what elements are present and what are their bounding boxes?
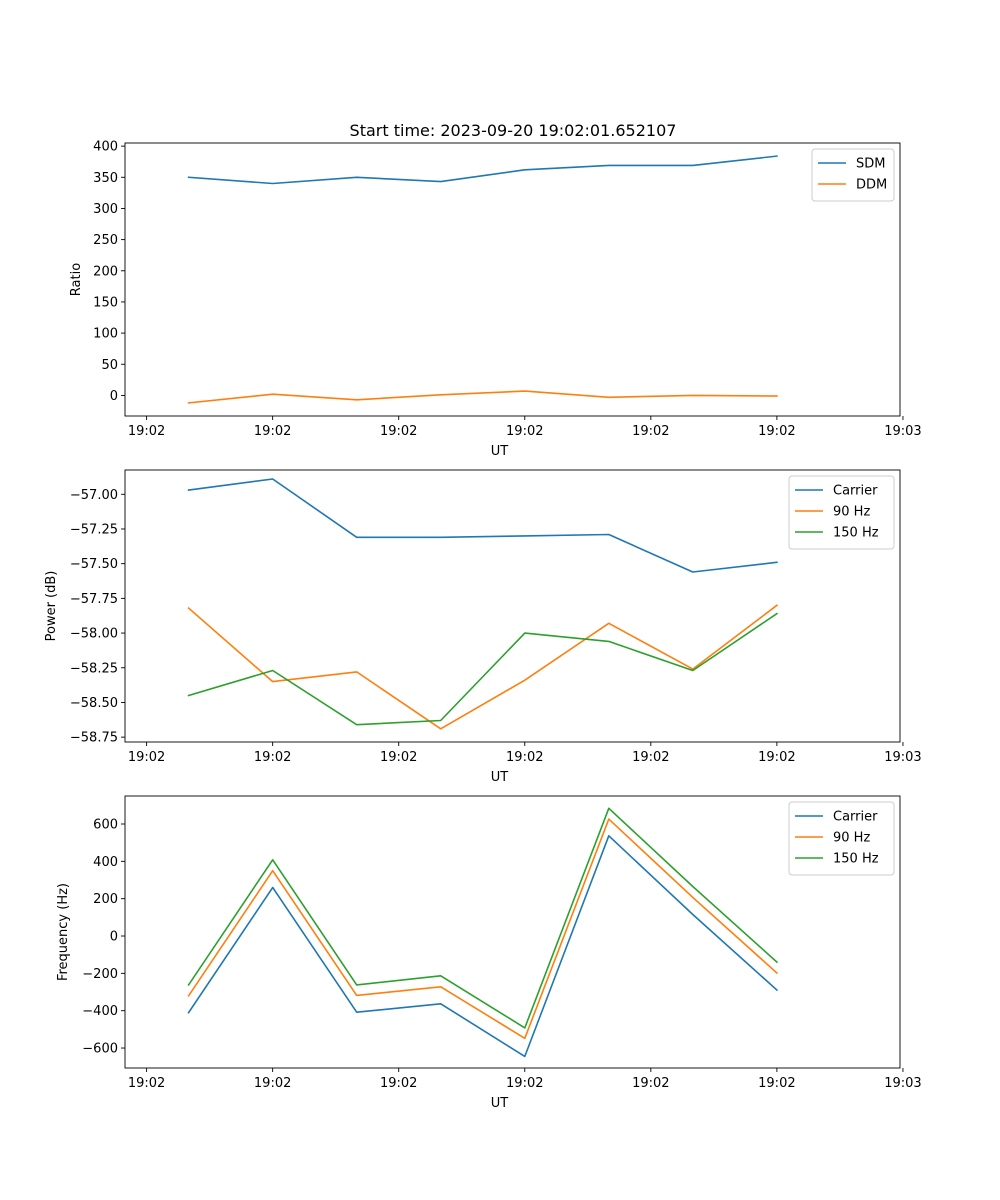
x-tick-label: 19:02 [632,750,669,765]
x-tick-label: 19:02 [632,1076,669,1091]
legend-label: 150 Hz [833,526,879,541]
y-tick-label: 50 [101,358,118,373]
y-tick-label: −58.00 [70,627,118,642]
legend-box [788,801,895,876]
y-tick-label: 200 [93,264,118,279]
x-tick-label: 19:02 [506,750,543,765]
x-tick-label: 19:02 [632,424,669,439]
y-tick-label: −200 [82,967,118,982]
y-tick-label: 200 [93,892,118,907]
legend-box [811,148,895,202]
y-tick-label: −600 [82,1042,118,1057]
x-axis-label: UT [491,444,509,459]
axes-frame [124,142,901,417]
x-tick-label: 19:03 [884,750,921,765]
series-lines [187,155,778,404]
y-tick-label: −58.50 [70,696,118,711]
y-tick-label: 0 [110,389,118,404]
y-axis-label: Ratio [69,263,84,296]
legend-label: SDM [856,157,885,172]
y-tick-label: 400 [93,855,118,870]
legend-label: Carrier [833,810,878,825]
plots: 19:02 19:02 19:02 19:02 19:02 19:02 19:03 0 50 10… [44,140,922,1111]
subplot-3: 19:02 19:02 19:02 19:02 19:02 19:02 19:03 600 40… [56,795,922,1111]
legend: Carrier 90 Hz 150 Hz [788,475,895,550]
series-line-90-hz [187,818,779,1040]
x-tick-label: 19:02 [506,424,543,439]
x-tick-label: 19:03 [884,424,921,439]
x-tick-label: 19:02 [758,750,795,765]
series-line-carrier [187,834,779,1058]
series-line-150-hz [187,612,779,726]
series-line-ddm [187,390,778,404]
y-tick-label: 300 [93,202,118,217]
x-tick-label: 19:02 [506,1076,543,1091]
series-line-carrier [187,478,778,573]
x-axis-label: UT [491,1096,509,1111]
x-tick-label: 19:02 [128,1076,165,1091]
legend-box [788,475,895,550]
series-lines [187,478,779,730]
x-tick-label: 19:02 [758,1076,795,1091]
axes-frame [124,795,901,1069]
y-tick-label: −57.75 [70,592,118,607]
x-tick-label: 19:02 [128,424,165,439]
x-axis-label: UT [491,770,509,785]
y-tick-label: 250 [93,233,118,248]
figure-title: Start time: 2023-09-20 19:02:01.652107 [350,121,677,140]
legend: Carrier 90 Hz 150 Hz [788,801,895,876]
y-tick-label: 600 [93,818,118,833]
axes-frame [124,469,901,743]
y-tick-label: −58.75 [70,731,118,746]
y-axis-label: Frequency (Hz) [56,883,71,981]
y-tick-label: −57.50 [70,557,118,572]
x-tick-label: 19:02 [380,750,417,765]
y-tick-label: 0 [110,930,118,945]
y-tick-label: 400 [93,140,118,155]
y-tick-label: 350 [93,171,118,186]
x-tick-label: 19:02 [254,424,291,439]
y-tick-label: 150 [93,295,118,310]
y-tick-label: −57.00 [70,488,118,503]
x-tick-label: 19:02 [254,750,291,765]
series-line-sdm [187,155,778,185]
legend-label: 90 Hz [833,505,870,520]
subplot-1: 19:02 19:02 19:02 19:02 19:02 19:02 19:03 0 50 10… [69,140,922,459]
y-tick-label: −400 [82,1004,118,1019]
legend-label: 150 Hz [833,852,879,867]
x-tick-label: 19:03 [884,1076,921,1091]
legend-label: DDM [856,178,887,193]
x-tick-label: 19:02 [128,750,165,765]
x-tick-label: 19:02 [380,424,417,439]
legend-label: Carrier [833,484,878,499]
x-tick-label: 19:02 [758,424,795,439]
legend-label: 90 Hz [833,831,870,846]
y-tick-label: 100 [93,327,118,342]
series-lines [187,807,779,1058]
legend: SDM DDM [811,148,895,202]
series-line-150-hz [187,807,779,1029]
series-line-90-hz [187,604,779,730]
x-tick-label: 19:02 [380,1076,417,1091]
x-tick-label: 19:02 [254,1076,291,1091]
subplot-2: 19:02 19:02 19:02 19:02 19:02 19:02 19:03 −57.0… [44,469,922,785]
y-axis-label: Power (dB) [44,571,59,642]
y-tick-label: −57.25 [70,522,118,537]
y-tick-label: −58.25 [70,661,118,676]
